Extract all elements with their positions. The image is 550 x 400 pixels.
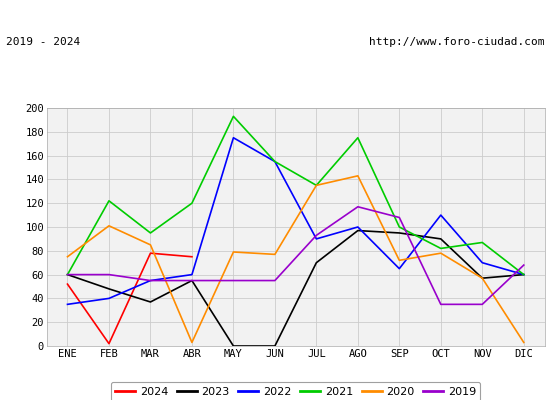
- Text: http://www.foro-ciudad.com: http://www.foro-ciudad.com: [369, 37, 544, 47]
- Legend: 2024, 2023, 2022, 2021, 2020, 2019: 2024, 2023, 2022, 2021, 2020, 2019: [111, 382, 481, 400]
- Text: 2019 - 2024: 2019 - 2024: [6, 37, 80, 47]
- Text: Evolucion Nº Turistas Nacionales en el municipio de Herrera de los Navarros: Evolucion Nº Turistas Nacionales en el m…: [0, 8, 550, 21]
